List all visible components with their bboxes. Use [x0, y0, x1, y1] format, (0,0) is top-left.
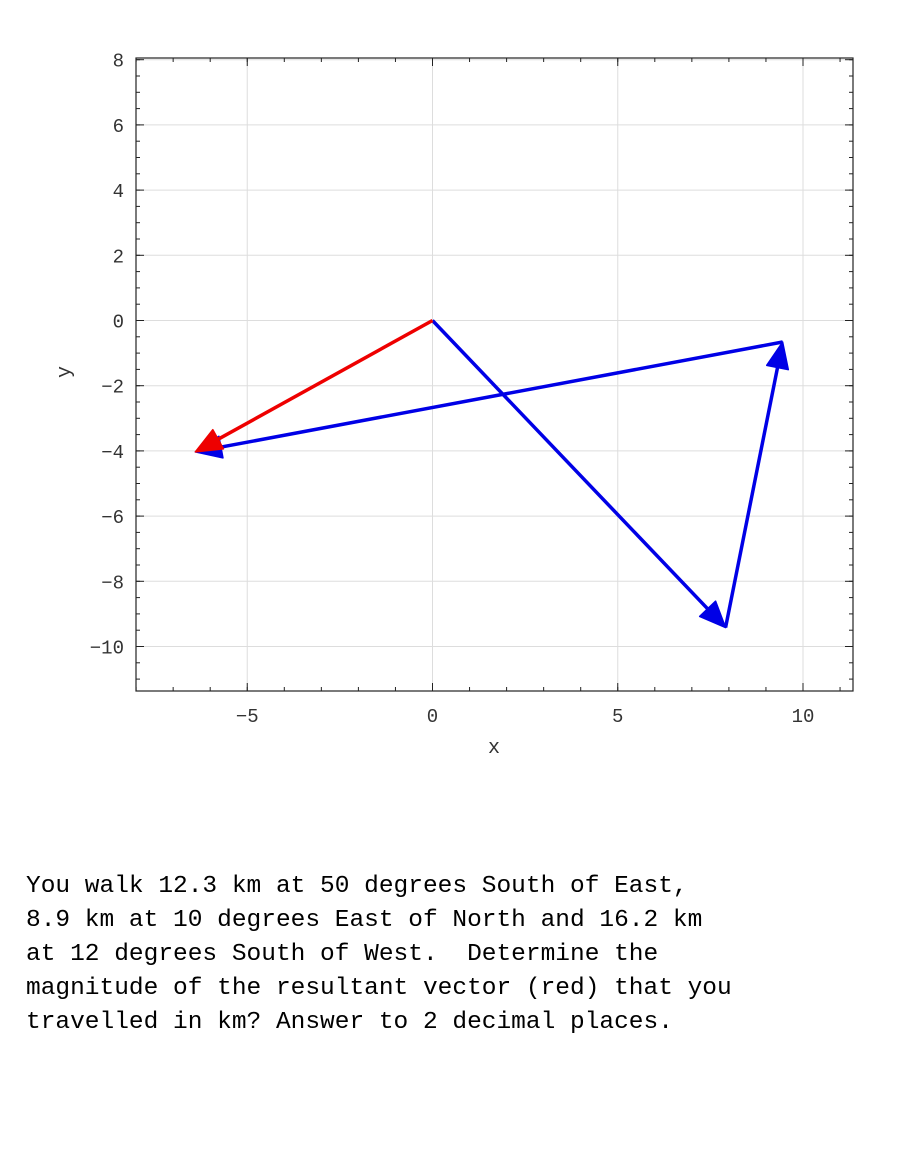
x-axis-label: x	[488, 737, 500, 760]
y-tick-label: −6	[101, 507, 124, 529]
x-tick-label: −5	[236, 706, 259, 728]
y-tick-label: −4	[101, 442, 124, 464]
tick-labels: −5 0 5 10 8 6 4 2 0 −2 −4 −6 −8 −10	[90, 51, 815, 728]
question-line: 8.9 km at 10 degrees East of North and 1…	[26, 907, 703, 934]
displacement-vector-shaft	[431, 319, 712, 613]
displacement-vector-arrowhead	[698, 600, 727, 629]
y-tick-label: −10	[90, 638, 124, 660]
displacement-vector-shaft	[723, 363, 781, 628]
resultant-vector-arrowhead	[194, 428, 225, 453]
resultant-vector	[194, 318, 434, 453]
vector-chart: −5 0 5 10 8 6 4 2 0 −2 −4 −6 −8 −10 x y	[54, 51, 854, 760]
vectors	[194, 318, 790, 629]
minor-ticks	[135, 58, 853, 691]
y-tick-label: 4	[113, 181, 124, 203]
question-line: magnitude of the resultant vector (red) …	[26, 975, 732, 1002]
y-tick-label: 0	[113, 312, 124, 334]
question-line: at 12 degrees South of West. Determine t…	[26, 941, 659, 968]
question-line: travelled in km? Answer to 2 decimal pla…	[26, 1009, 673, 1036]
x-tick-label: 5	[612, 706, 623, 728]
grid	[136, 58, 853, 691]
displacement-vector-arrowhead	[765, 341, 790, 371]
displacement-vector-shaft	[216, 340, 783, 450]
displacement-vector	[431, 319, 727, 629]
x-tick-label: 10	[792, 706, 815, 728]
resultant-vector-shaft	[213, 318, 434, 443]
y-tick-label: 8	[113, 51, 124, 73]
y-tick-label: 2	[113, 246, 124, 268]
displacement-vector	[723, 341, 790, 628]
x-tick-label: 0	[427, 706, 438, 728]
y-tick-label: −8	[101, 572, 124, 594]
y-axis-label: y	[54, 366, 77, 378]
question-text: You walk 12.3 km at 50 degrees South of …	[26, 870, 886, 1040]
major-ticks	[136, 58, 853, 691]
y-tick-label: −2	[101, 377, 124, 399]
y-tick-label: 6	[113, 116, 124, 138]
plot-frame	[135, 57, 854, 692]
displacement-vector	[194, 340, 783, 459]
question-line: You walk 12.3 km at 50 degrees South of …	[26, 873, 688, 900]
